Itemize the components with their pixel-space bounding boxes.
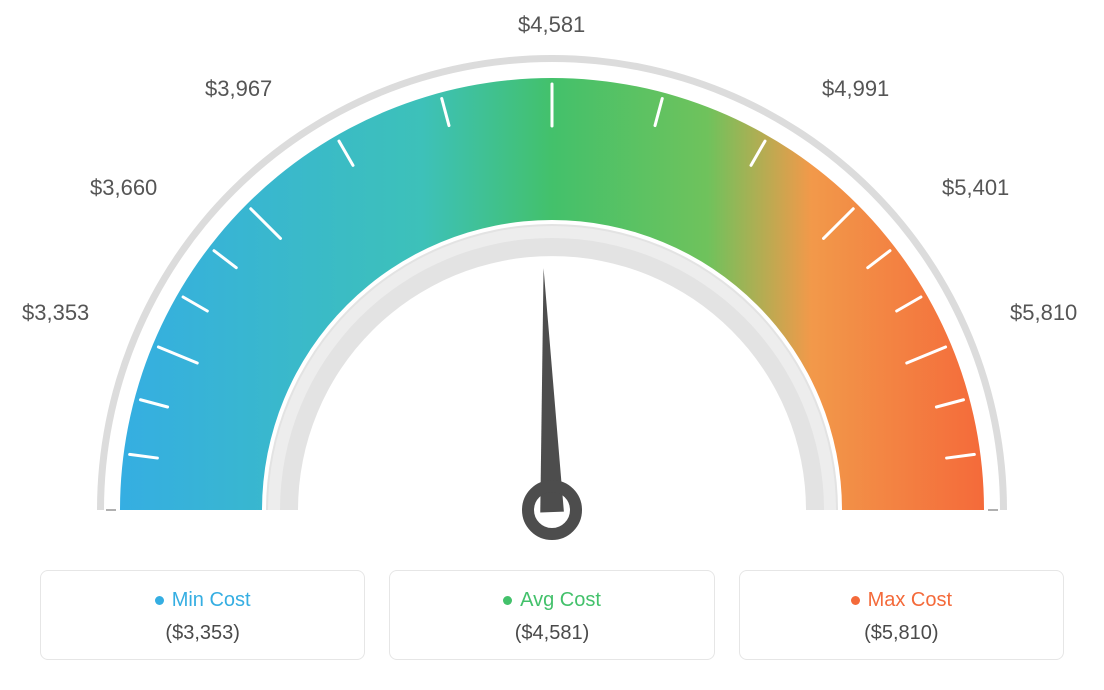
cost-gauge-chart: $3,353 $3,660 $3,967 $4,581 $4,991 $5,401 $5,8… xyxy=(0,0,1104,690)
legend-card-avg: Avg Cost ($4,581) xyxy=(389,570,714,660)
gauge-tick-label: $4,581 xyxy=(518,12,585,38)
legend-label-min: Min Cost xyxy=(172,589,251,612)
legend-value-max: ($5,810) xyxy=(750,622,1053,645)
legend-title-avg: Avg Cost xyxy=(503,589,601,612)
legend-value-avg: ($4,581) xyxy=(400,622,703,645)
dot-icon xyxy=(503,596,512,605)
gauge-tick-label: $5,401 xyxy=(942,175,1009,201)
legend-title-max: Max Cost xyxy=(851,589,952,612)
gauge-tick-label: $3,967 xyxy=(205,76,272,102)
gauge-tick-label: $3,353 xyxy=(22,300,89,326)
dot-icon xyxy=(155,596,164,605)
gauge-svg xyxy=(0,0,1104,560)
gauge-tick-label: $4,991 xyxy=(822,76,889,102)
dot-icon xyxy=(851,596,860,605)
gauge-tick-label: $5,810 xyxy=(1010,300,1077,326)
legend-label-avg: Avg Cost xyxy=(520,589,601,612)
legend-row: Min Cost ($3,353) Avg Cost ($4,581) Max … xyxy=(0,570,1104,660)
gauge-tick-label: $3,660 xyxy=(90,175,157,201)
legend-label-max: Max Cost xyxy=(868,589,952,612)
legend-value-min: ($3,353) xyxy=(51,622,354,645)
legend-card-min: Min Cost ($3,353) xyxy=(40,570,365,660)
gauge-area: $3,353 $3,660 $3,967 $4,581 $4,991 $5,401 $5,8… xyxy=(0,0,1104,560)
legend-card-max: Max Cost ($5,810) xyxy=(739,570,1064,660)
legend-title-min: Min Cost xyxy=(155,589,251,612)
